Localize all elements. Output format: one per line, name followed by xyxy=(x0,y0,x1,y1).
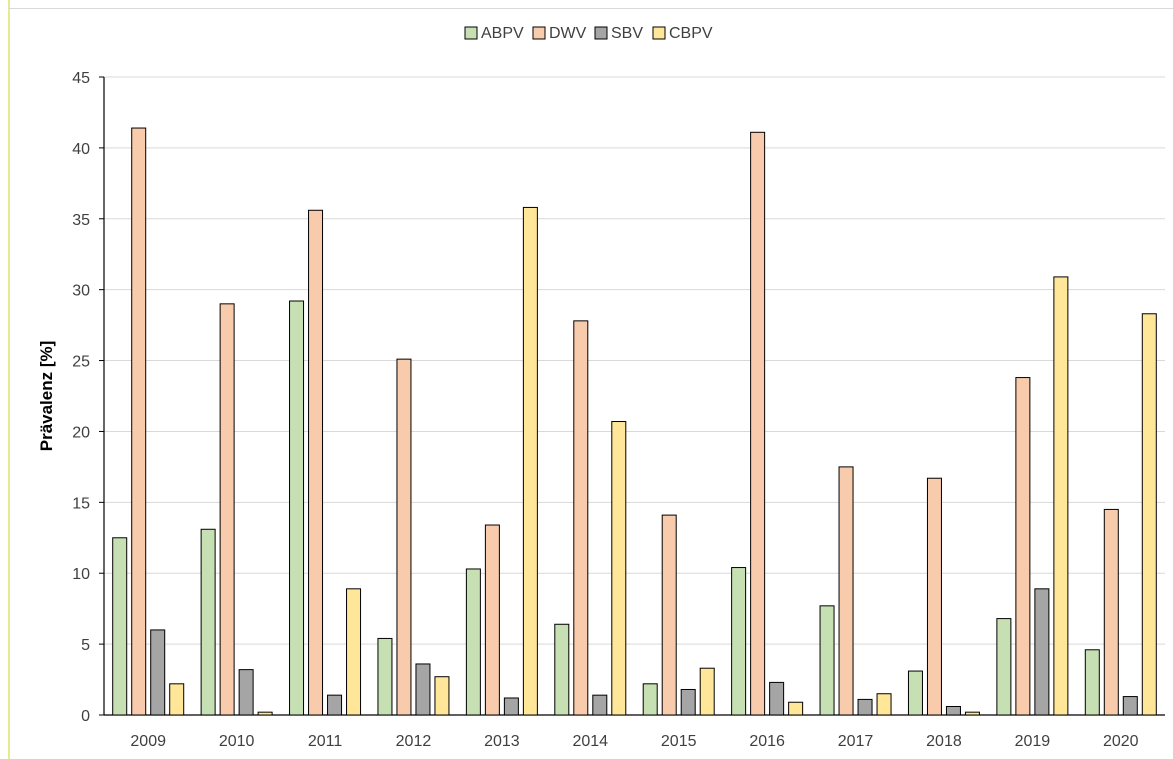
bar-cbpv-2013 xyxy=(522,206,538,716)
legend-label-sbv: SBV xyxy=(611,25,643,42)
x-tick-label: 2017 xyxy=(838,733,874,750)
top-border xyxy=(8,8,1173,9)
bar-sbv-2010 xyxy=(238,669,254,716)
bar-abpv-2020 xyxy=(1084,649,1100,716)
gridlines xyxy=(104,76,1165,645)
bar-dwv-2017 xyxy=(838,466,854,716)
y-tick-label: 5 xyxy=(81,637,90,654)
bar-dwv-2013 xyxy=(484,524,500,716)
bar-sbv-2011 xyxy=(327,694,343,716)
legend-label-dwv: DWV xyxy=(549,25,587,42)
x-tick-label: 2009 xyxy=(130,733,166,750)
bar-dwv-2011 xyxy=(308,209,324,716)
bar-cbpv-2018 xyxy=(964,711,980,716)
y-tick-label: 10 xyxy=(72,566,90,583)
bar-abpv-2011 xyxy=(289,300,305,716)
y-tick-label: 35 xyxy=(72,212,90,229)
legend-swatch-sbv xyxy=(594,26,608,40)
legend-label-cbpv: CBPV xyxy=(669,25,713,42)
bar-sbv-2019 xyxy=(1034,588,1050,716)
legend-swatch-abpv xyxy=(464,26,478,40)
bar-abpv-2019 xyxy=(996,618,1012,716)
bar-dwv-2020 xyxy=(1103,508,1119,716)
bar-dwv-2014 xyxy=(573,320,589,716)
y-axis-title: Prävalenz [%] xyxy=(37,341,56,452)
legend-swatch-cbpv xyxy=(652,26,666,40)
bar-sbv-2015 xyxy=(680,688,696,716)
bar-abpv-2016 xyxy=(731,567,747,716)
bar-dwv-2009 xyxy=(131,127,147,716)
bar-sbv-2017 xyxy=(857,698,873,716)
bar-cbpv-2015 xyxy=(699,667,715,716)
left-border xyxy=(8,0,10,759)
bar-dwv-2010 xyxy=(219,303,235,716)
bar-cbpv-2011 xyxy=(346,588,362,716)
y-tick-label: 25 xyxy=(72,354,90,371)
bar-dwv-2015 xyxy=(661,514,677,716)
x-tick-label: 2011 xyxy=(308,733,343,750)
bar-dwv-2012 xyxy=(396,358,412,716)
tick-labels: 0 5 10 15 20 25 30 35 40 45 2009 2010 2011 2012 2013 20… xyxy=(72,70,1138,750)
x-tick-label: 2019 xyxy=(1015,733,1051,750)
legend-swatch-dwv xyxy=(532,26,546,40)
bar-sbv-2009 xyxy=(150,629,166,716)
axes xyxy=(99,76,1165,716)
bar-sbv-2014 xyxy=(592,694,608,716)
bar-sbv-2012 xyxy=(415,663,431,716)
bar-sbv-2020 xyxy=(1122,696,1138,716)
bar-sbv-2018 xyxy=(945,705,961,716)
x-tick-label: 2015 xyxy=(661,733,697,750)
bar-cbpv-2012 xyxy=(434,676,450,716)
y-tick-label: 45 xyxy=(72,70,90,87)
y-tick-label: 30 xyxy=(72,283,90,300)
legend-label-abpv: ABPV xyxy=(481,25,524,42)
bar-dwv-2016 xyxy=(750,131,766,716)
bars xyxy=(112,127,1157,716)
y-tick-label: 15 xyxy=(72,495,90,512)
bar-abpv-2018 xyxy=(907,670,923,716)
bar-cbpv-2020 xyxy=(1141,313,1157,716)
y-tick-label: 40 xyxy=(72,141,90,158)
x-tick-label: 2013 xyxy=(484,733,520,750)
bar-dwv-2018 xyxy=(926,477,942,716)
bar-cbpv-2017 xyxy=(876,693,892,716)
x-tick-label: 2016 xyxy=(749,733,785,750)
bar-abpv-2014 xyxy=(554,623,570,716)
bar-cbpv-2014 xyxy=(611,421,627,716)
bar-abpv-2012 xyxy=(377,637,393,716)
bar-abpv-2013 xyxy=(465,568,481,716)
bar-abpv-2015 xyxy=(642,683,658,716)
y-tick-label: 20 xyxy=(72,424,90,441)
x-tick-label: 2018 xyxy=(926,733,962,750)
x-tick-label: 2014 xyxy=(572,733,608,750)
bar-cbpv-2009 xyxy=(169,683,185,716)
bar-cbpv-2010 xyxy=(257,711,273,716)
bar-dwv-2019 xyxy=(1015,377,1031,716)
bar-cbpv-2019 xyxy=(1053,276,1069,716)
bar-abpv-2010 xyxy=(200,528,216,716)
bar-abpv-2017 xyxy=(819,605,835,716)
x-tick-label: 2012 xyxy=(396,733,432,750)
x-tick-label: 2010 xyxy=(219,733,255,750)
x-tick-label: 2020 xyxy=(1103,733,1139,750)
bar-cbpv-2016 xyxy=(788,701,804,716)
legend: ABPV DWV SBV CBPV xyxy=(464,25,713,42)
bar-sbv-2016 xyxy=(769,681,785,716)
bar-abpv-2009 xyxy=(112,537,128,716)
y-tick-label: 0 xyxy=(81,708,90,725)
bar-sbv-2013 xyxy=(503,697,519,716)
